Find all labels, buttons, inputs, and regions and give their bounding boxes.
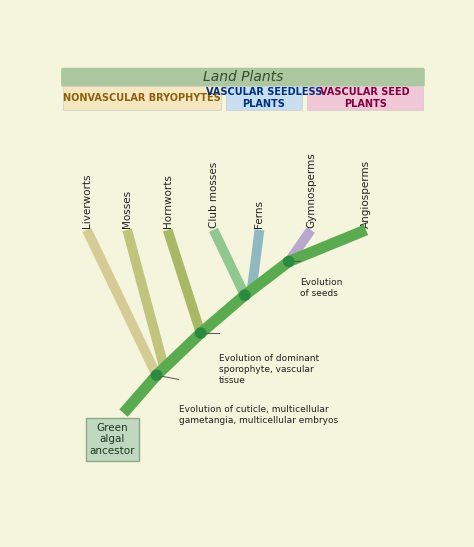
Text: Angiosperms: Angiosperms <box>361 160 371 228</box>
Text: Green
algal
ancestor: Green algal ancestor <box>90 423 135 456</box>
Text: Hornworts: Hornworts <box>163 174 173 228</box>
FancyBboxPatch shape <box>307 86 423 110</box>
Text: Mosses: Mosses <box>122 190 132 228</box>
Text: Ferns: Ferns <box>255 200 264 228</box>
Text: Evolution of dominant
sporophyte, vascular
tissue: Evolution of dominant sporophyte, vascul… <box>219 354 319 385</box>
Point <box>197 329 204 337</box>
Point <box>241 291 248 300</box>
FancyBboxPatch shape <box>86 418 139 461</box>
Text: Evolution
of seeds: Evolution of seeds <box>300 278 342 299</box>
Text: Land Plants: Land Plants <box>203 70 283 84</box>
FancyBboxPatch shape <box>227 86 301 110</box>
FancyBboxPatch shape <box>63 86 221 110</box>
Text: Club mosses: Club mosses <box>209 161 219 228</box>
Text: VASCULAR SEEDLESS
PLANTS: VASCULAR SEEDLESS PLANTS <box>206 87 322 109</box>
Point <box>153 371 160 380</box>
Text: VASCULAR SEED
PLANTS: VASCULAR SEED PLANTS <box>320 87 410 109</box>
FancyBboxPatch shape <box>61 68 425 86</box>
Point <box>285 257 292 266</box>
Text: Liverworts: Liverworts <box>82 173 92 228</box>
Text: NONVASCULAR BRYOPHYTES: NONVASCULAR BRYOPHYTES <box>63 93 221 103</box>
Text: Evolution of cuticle, multicellular
gametangia, multicellular embryos: Evolution of cuticle, multicellular game… <box>179 405 338 425</box>
Text: Gymnosperms: Gymnosperms <box>306 152 316 228</box>
